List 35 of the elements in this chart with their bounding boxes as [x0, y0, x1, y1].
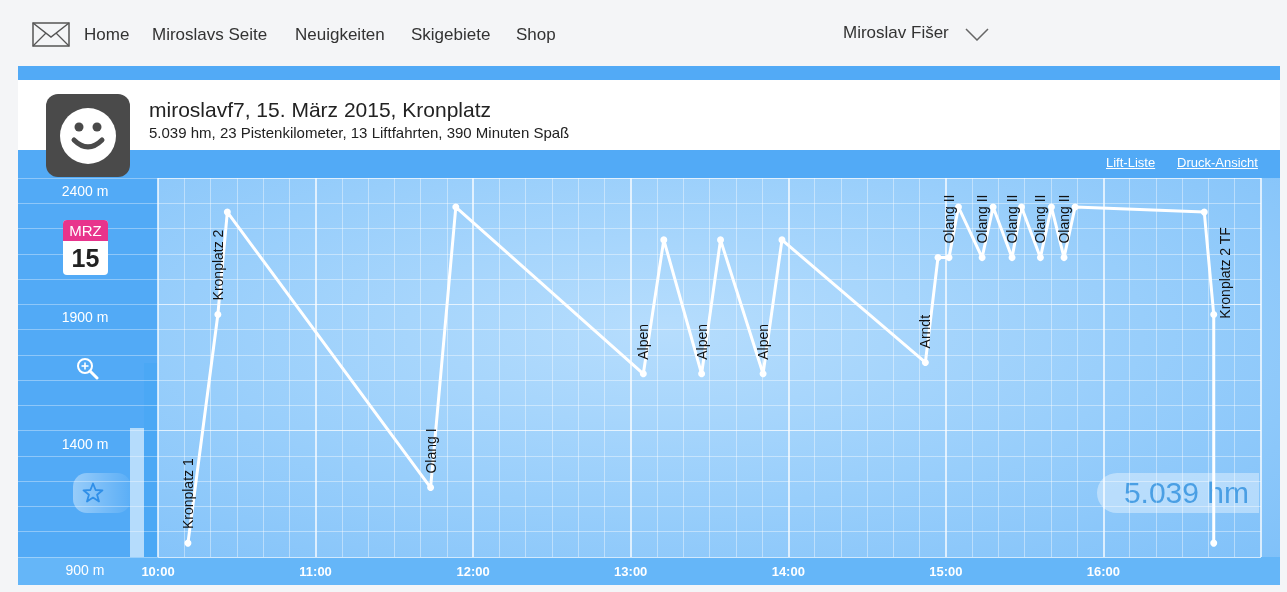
- annotation: Arndt: [917, 314, 934, 349]
- x-tick-label: 16:00: [1086, 564, 1121, 579]
- x-tick-label: 15:00: [929, 564, 963, 579]
- annotation: Alpen: [635, 324, 652, 360]
- annotation: Alpen: [693, 324, 710, 360]
- annotation: Kronplatz 2 TF: [1217, 227, 1234, 319]
- calendar-icon: MRZ 15: [63, 220, 108, 275]
- chart-subtitle: 5.039 hm, 23 Pistenkilometer, 13 Liftfahrten, 390 Minuten Spaß: [149, 124, 570, 141]
- annotation: Kronplatz 1: [179, 458, 196, 530]
- annotation: Olang I: [422, 428, 439, 474]
- chart-title: miroslavf7, 15. März 2015, Kronplatz: [149, 98, 491, 121]
- text: Skigebiete: [411, 24, 491, 46]
- x-tick-label: 13:00: [614, 564, 648, 579]
- text: Druck-Ansicht: [1177, 155, 1258, 171]
- text: Lift-Liste: [1106, 155, 1156, 171]
- y-tick-label: 1400 m: [61, 435, 109, 452]
- text: Miroslav Fišer: [843, 22, 949, 44]
- annotation: Olang II: [1032, 194, 1049, 244]
- annotation: Kronplatz 2: [209, 229, 226, 301]
- text: Miroslavs Seite: [152, 24, 268, 46]
- annotation: Alpen: [755, 324, 772, 360]
- y-tick-label: 2400 m: [61, 183, 109, 199]
- text: Shop: [516, 24, 556, 46]
- annotation: Olang II: [941, 194, 958, 244]
- annotation: Olang II: [1056, 194, 1073, 244]
- x-tick-label: 10:00: [141, 564, 175, 579]
- y-tick-label: 1900 m: [61, 309, 109, 326]
- y-tick-label: 900 m: [65, 562, 105, 578]
- text: Neuigkeiten: [295, 24, 385, 46]
- text: Home: [84, 24, 130, 46]
- x-tick-label: 12:00: [456, 564, 490, 579]
- x-tick-label: 14:00: [771, 564, 805, 579]
- x-tick-label: 11:00: [299, 564, 332, 579]
- annotation: Olang II: [1004, 194, 1021, 244]
- annotation: Olang II: [974, 194, 991, 244]
